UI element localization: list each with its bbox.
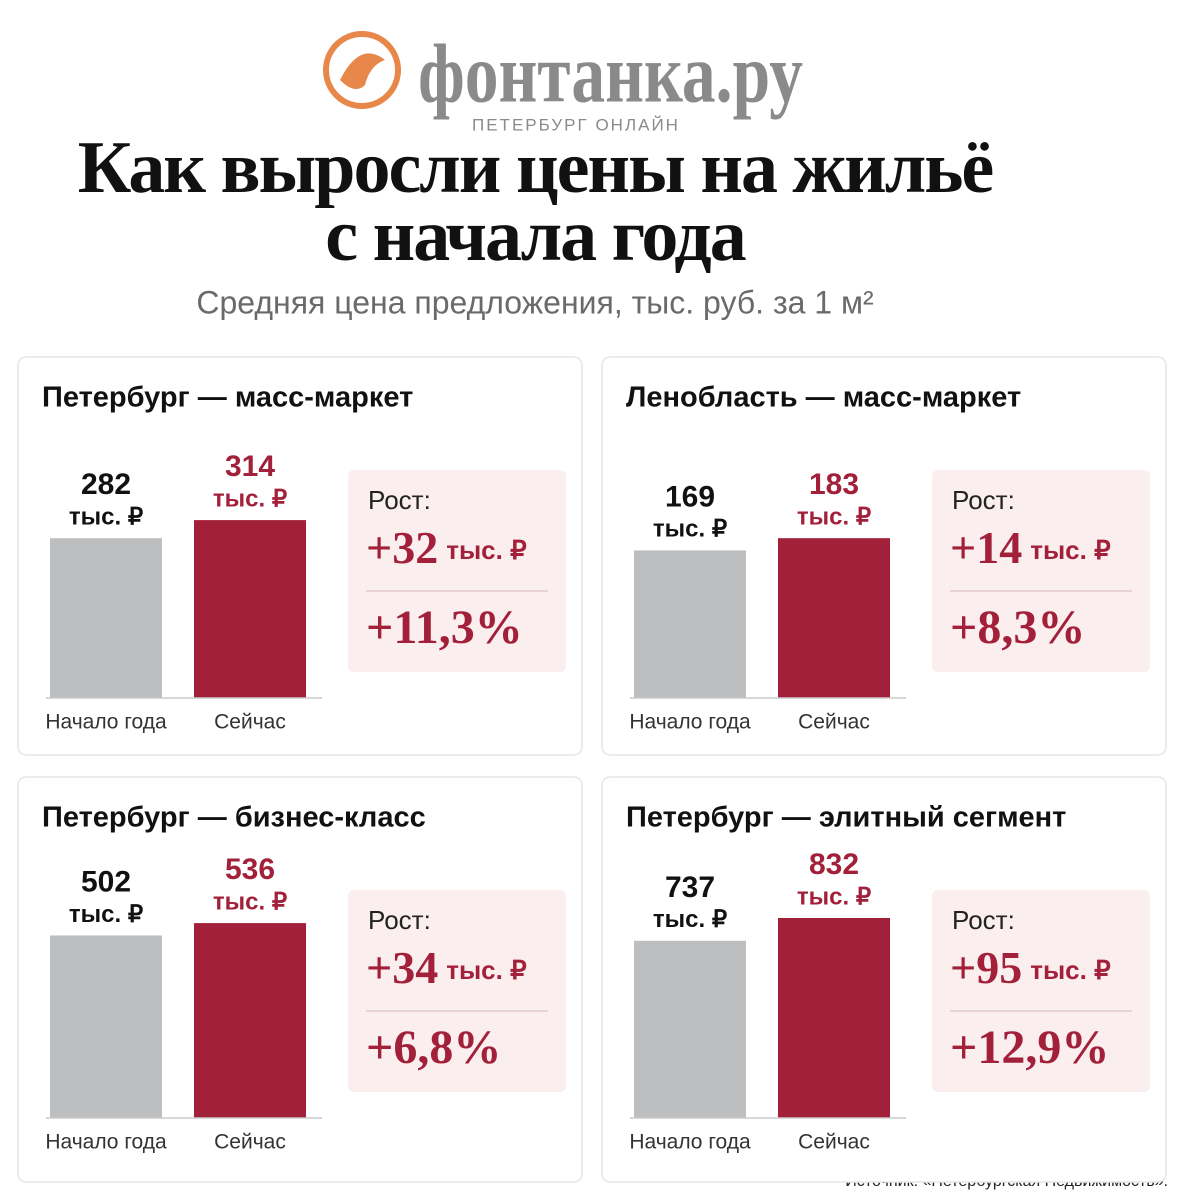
growth-value: +14	[950, 522, 1022, 573]
panel-title: Петербург — масс-маркет	[42, 382, 413, 414]
panel-title: Петербург — бизнес-класс	[42, 802, 426, 834]
logo: фонтанка.ру	[418, 27, 803, 120]
value-unit: тыс. ₽	[653, 906, 727, 933]
value-unit: тыс. ₽	[213, 485, 287, 512]
growth: +34 тыс. ₽	[366, 942, 527, 993]
growth-percent: +8,3%	[950, 601, 1085, 654]
subtitle: Средняя цена предложения, тыс. руб. за 1…	[196, 284, 874, 320]
growth-box	[348, 470, 566, 672]
x-tick-label: Начало года	[45, 1131, 167, 1154]
logo-bird	[340, 53, 385, 89]
bar	[194, 520, 306, 698]
title-line: с начала года	[325, 195, 745, 277]
growth-unit: тыс. ₽	[446, 955, 527, 985]
growth-percent: +11,3%	[366, 601, 523, 654]
growth-value: +32	[366, 522, 438, 573]
x-tick-label: Сейчас	[214, 1131, 286, 1154]
growth-unit: тыс. ₽	[446, 535, 527, 565]
bar	[778, 538, 890, 698]
growth-value: +95	[950, 942, 1022, 993]
value-unit: тыс. ₽	[213, 888, 287, 915]
growth-unit: тыс. ₽	[1030, 535, 1111, 565]
bar	[50, 935, 162, 1118]
value-unit: тыс. ₽	[653, 516, 727, 543]
panel-title: Петербург — элитный сегмент	[626, 802, 1066, 834]
bar	[194, 923, 306, 1118]
growth-label: Рост:	[952, 905, 1015, 935]
growth-unit: тыс. ₽	[1030, 955, 1111, 985]
bar	[634, 550, 746, 698]
growth-label: Рост:	[952, 485, 1015, 515]
growth-percent: +12,9%	[950, 1021, 1109, 1074]
growth: +95 тыс. ₽	[950, 942, 1111, 993]
logo-emblem	[323, 31, 401, 109]
panel-title: Ленобласть — масс-маркет	[626, 382, 1021, 414]
value-label: 183	[809, 468, 859, 501]
value-label: 737	[665, 871, 715, 904]
growth-label: Рост:	[368, 485, 431, 515]
x-tick-label: Начало года	[45, 711, 167, 734]
x-tick-label: Сейчас	[798, 711, 870, 734]
value-label: 536	[225, 853, 275, 886]
growth-label: Рост:	[368, 905, 431, 935]
value-unit: тыс. ₽	[797, 883, 871, 910]
x-tick-label: Сейчас	[798, 1131, 870, 1154]
growth-value: +34	[366, 942, 438, 993]
growth-box	[932, 890, 1150, 1092]
bar	[778, 918, 890, 1118]
growth-percent: +6,8%	[366, 1021, 501, 1074]
x-tick-label: Сейчас	[214, 711, 286, 734]
growth: +32 тыс. ₽	[366, 522, 527, 573]
growth-box	[932, 470, 1150, 672]
x-tick-label: Начало года	[629, 1131, 751, 1154]
growth-box	[348, 890, 566, 1092]
value-label: 832	[809, 848, 859, 881]
value-label: 169	[665, 480, 715, 513]
value-label: 314	[225, 450, 275, 483]
x-tick-label: Начало года	[629, 711, 751, 734]
value-unit: тыс. ₽	[797, 504, 871, 531]
value-label: 282	[81, 468, 131, 501]
bar	[50, 538, 162, 698]
value-label: 502	[81, 865, 131, 898]
growth: +14 тыс. ₽	[950, 522, 1111, 573]
title-line: Как выросли цены на жильё	[78, 127, 993, 209]
bar	[634, 940, 746, 1118]
value-unit: тыс. ₽	[69, 901, 143, 928]
value-unit: тыс. ₽	[69, 504, 143, 531]
logo-sub: ПЕТЕРБУРГ ОНЛАЙН	[472, 115, 680, 134]
